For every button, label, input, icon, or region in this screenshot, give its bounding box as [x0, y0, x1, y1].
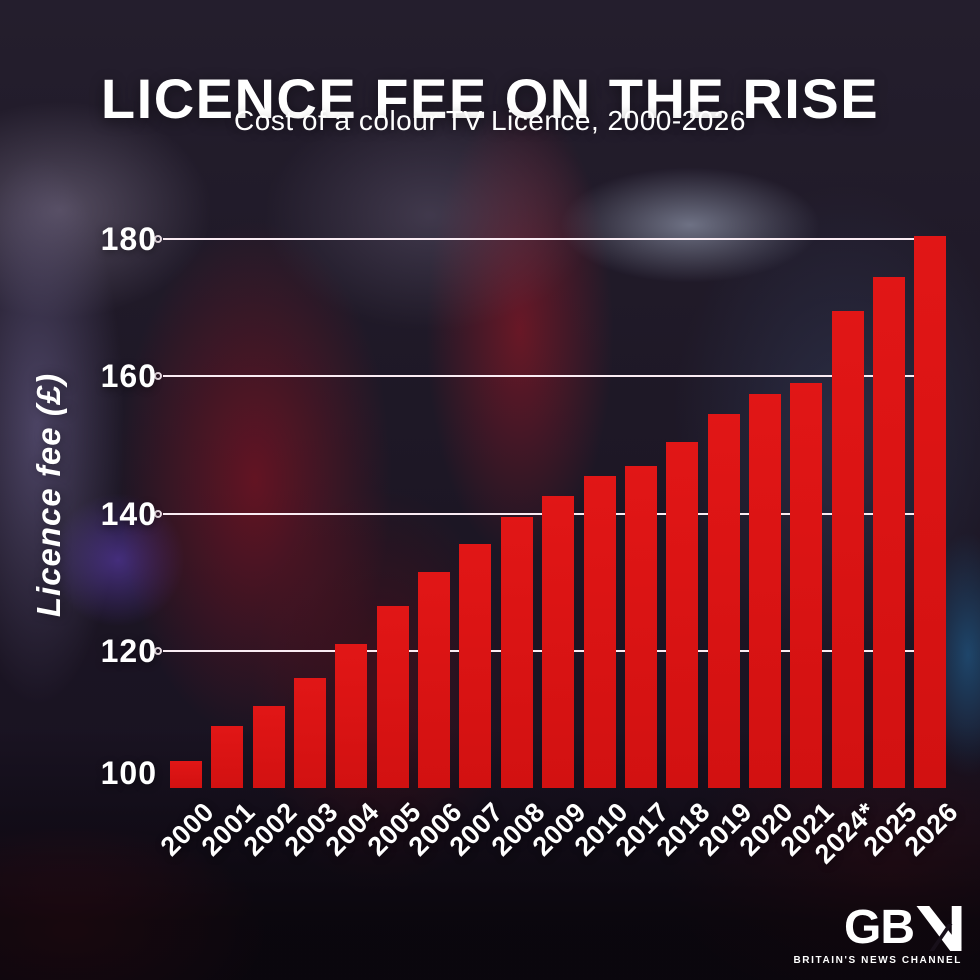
bar-2008: [500, 517, 533, 788]
gridline-160: [154, 372, 946, 381]
gbn-logo-n-glyph: [916, 906, 962, 951]
bar-2026: [914, 235, 947, 788]
gridline-marker-160: [154, 372, 162, 381]
gridline-180: [154, 235, 946, 244]
gridline-marker-140: [154, 509, 162, 518]
bar-2019: [707, 414, 740, 788]
bar-2001: [211, 726, 244, 788]
bar-2005: [376, 606, 409, 788]
bar-2004: [335, 643, 368, 788]
bar-2009: [542, 496, 575, 788]
bar-2003: [294, 678, 327, 788]
gbn-logo: GB BRITAIN'S NEWS CHANNEL: [793, 901, 962, 966]
page-title: LICENCE FEE ON THE RISE: [100, 66, 880, 130]
bar-2017: [624, 465, 657, 788]
bar-2010: [583, 475, 616, 788]
y-tick-140: 140: [100, 495, 157, 532]
y-tick-180: 180: [100, 221, 157, 258]
gridline-marker-120: [154, 646, 162, 655]
bar-2021: [790, 383, 823, 788]
bar-2000: [170, 760, 202, 788]
gridline-marker-180: [154, 235, 162, 244]
bar-2018: [666, 441, 699, 788]
bar-2020: [748, 393, 781, 788]
bar-2025: [872, 276, 905, 788]
bar-2024: [831, 311, 864, 788]
bar-2007: [459, 544, 492, 788]
chart-subtitle: Cost of a colour TV Licence, 2000-2026: [234, 105, 746, 136]
gbn-logo-gb-text: GB: [844, 901, 915, 954]
y-tick-160: 160: [100, 358, 157, 395]
gbn-logo-tagline: BRITAIN'S NEWS CHANNEL: [793, 955, 962, 966]
y-tick-120: 120: [100, 632, 157, 669]
bar-2006: [418, 571, 451, 788]
bar-2002: [252, 705, 285, 788]
y-tick-100: 100: [100, 755, 157, 791]
